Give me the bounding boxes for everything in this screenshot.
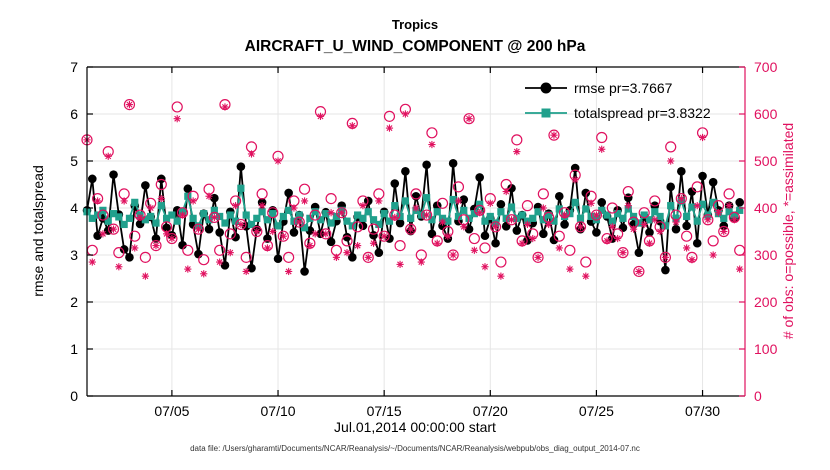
svg-text:7: 7 bbox=[70, 59, 78, 75]
chart-title-variable: AIRCRAFT_U_WIND_COMPONENT @ 200 hPa bbox=[244, 38, 586, 55]
svg-text:600: 600 bbox=[754, 106, 778, 122]
chart-title-region: Tropics bbox=[391, 17, 439, 32]
svg-text:07/25: 07/25 bbox=[579, 403, 614, 419]
svg-text:2: 2 bbox=[70, 294, 78, 310]
data-file-caption: data file: /Users/gharamti/Documents/NCA… bbox=[190, 444, 640, 453]
svg-text:07/15: 07/15 bbox=[367, 403, 402, 419]
legend: rmse pr=3.7667 totalspread pr=3.8322 bbox=[523, 76, 711, 124]
legend-entry-rmse: rmse pr=3.7667 bbox=[523, 76, 711, 99]
rmse-line-marker-icon bbox=[525, 82, 567, 93]
svg-text:3: 3 bbox=[70, 247, 78, 263]
svg-text:300: 300 bbox=[754, 247, 778, 263]
left-y-axis-label: rmse and totalspread bbox=[30, 165, 46, 297]
svg-text:07/30: 07/30 bbox=[685, 403, 720, 419]
legend-label-totalspread: totalspread pr=3.8322 bbox=[574, 104, 711, 121]
svg-text:4: 4 bbox=[70, 200, 78, 216]
svg-text:400: 400 bbox=[754, 200, 778, 216]
legend-label-rmse: rmse pr=3.7667 bbox=[574, 79, 673, 96]
svg-text:5: 5 bbox=[70, 153, 78, 169]
svg-text:200: 200 bbox=[754, 294, 778, 310]
svg-text:07/05: 07/05 bbox=[154, 403, 189, 419]
svg-text:0: 0 bbox=[754, 388, 762, 404]
right-y-axis-label: # of obs: o=possible, *=assimilated bbox=[780, 122, 796, 340]
svg-text:07/10: 07/10 bbox=[261, 403, 296, 419]
svg-text:1: 1 bbox=[70, 341, 78, 357]
svg-text:0: 0 bbox=[70, 388, 78, 404]
x-axis-label: Jul.01,2014 00:00:00 start bbox=[334, 419, 496, 435]
totalspread-line-marker-icon bbox=[525, 108, 567, 117]
svg-text:07/20: 07/20 bbox=[473, 403, 508, 419]
svg-text:100: 100 bbox=[754, 341, 778, 357]
svg-text:500: 500 bbox=[754, 153, 778, 169]
svg-text:6: 6 bbox=[70, 106, 78, 122]
legend-entry-totalspread: totalspread pr=3.8322 bbox=[523, 101, 711, 124]
svg-text:700: 700 bbox=[754, 59, 778, 75]
